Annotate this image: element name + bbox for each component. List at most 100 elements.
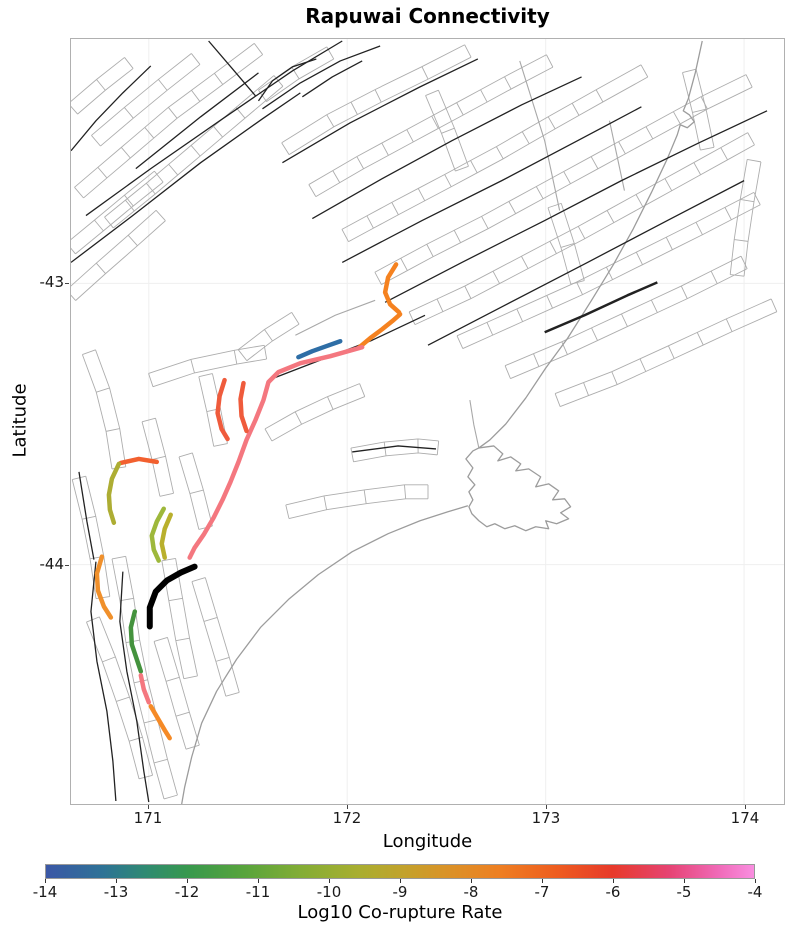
fault-sections-gray: [86, 616, 153, 780]
fault-sections-gray: [153, 637, 200, 750]
fault-sections-gray: [71, 475, 111, 599]
fault-sections-gray: [71, 209, 166, 301]
corupture-segment-pink-south-small: [138, 673, 152, 705]
fault-sections-gray: [148, 344, 268, 388]
x-axis-label: Longitude: [382, 831, 473, 852]
fault-line-gray: [295, 299, 376, 336]
colorbar-tick-label: -13: [103, 883, 129, 901]
fault-trace-black: [257, 58, 317, 102]
colorbar-tick-label: -14: [32, 883, 58, 901]
coastline: [478, 40, 703, 449]
colorbar-tick-mark: [45, 879, 46, 883]
fault-sections-gray: [264, 383, 366, 442]
fault-sections-gray: [308, 54, 554, 198]
fault-sections-gray: [408, 132, 755, 326]
fault-sections-gray: [341, 64, 649, 243]
fault-sections-gray: [74, 43, 264, 199]
colorbar-label: Log10 Co-rupture Rate: [297, 902, 503, 923]
fault-trace-black: [71, 65, 152, 152]
y-tick-label: -44: [39, 555, 65, 573]
fault-sections-gray: [281, 44, 472, 156]
corupture-segment-olive-west: [106, 461, 122, 525]
colorbar-tick-mark: [613, 879, 614, 883]
corupture-segment-long-salmon-main: [187, 344, 365, 560]
x-tick-mark: [148, 805, 149, 809]
fault-sections-gray: [682, 68, 715, 151]
colorbar-tick-mark: [684, 879, 685, 883]
corupture-segment-orange-south-tail: [148, 704, 172, 741]
coastline: [181, 505, 469, 804]
fault-trace-black: [85, 40, 343, 217]
map-svg: [71, 39, 784, 804]
colorbar-tick-mark: [400, 879, 401, 883]
fault-sections-gray: [554, 298, 778, 407]
fault-trace-black: [352, 445, 437, 453]
fault-sections-gray: [161, 557, 198, 680]
fault-sections-gray: [198, 373, 228, 447]
y-tick-mark: [65, 565, 69, 566]
fault-sections-gray: [104, 75, 284, 229]
colorbar-tick-label: -8: [463, 883, 479, 901]
colorbar-tick-label: -11: [245, 883, 271, 901]
y-tick-label: -43: [39, 273, 65, 291]
fault-trace-black: [301, 60, 363, 98]
colorbar-tick-label: -4: [747, 883, 763, 901]
corupture-segment-blue-northeast: [296, 338, 343, 360]
fault-trace-black: [262, 45, 381, 110]
fault-line-gray: [469, 399, 480, 449]
fault-trace-black: [71, 92, 301, 263]
colorbar-tick-mark: [542, 879, 543, 883]
corupture-segment-olive-center: [159, 512, 173, 560]
fault-sections-gray: [178, 452, 213, 530]
corupture-segment-red-left-link: [118, 456, 160, 466]
x-tick-label: 172: [332, 809, 362, 827]
fault-trace-black: [90, 561, 117, 802]
colorbar-tick-label: -6: [605, 883, 621, 901]
fault-sections-gray: [191, 577, 240, 697]
fault-sections-gray: [504, 255, 748, 379]
fault-trace-black: [544, 281, 658, 334]
fault-trace-black: [384, 110, 768, 303]
fault-trace-black: [135, 72, 259, 170]
fault-trace-black: [282, 58, 479, 164]
chart-title: Rapuwai Connectivity: [305, 4, 550, 28]
fault-trace-black: [78, 471, 95, 560]
corupture-segment-green-south: [128, 609, 144, 674]
x-tick-mark: [745, 805, 746, 809]
fault-sections-gray: [350, 438, 440, 463]
fault-trace-black: [208, 40, 256, 97]
x-tick-mark: [347, 805, 348, 809]
x-tick-label: 173: [531, 809, 561, 827]
colorbar-tick-mark: [755, 879, 756, 883]
colorbar-tick-label: -5: [676, 883, 692, 901]
colorbar-tick-mark: [187, 879, 188, 883]
fault-trace-black: [312, 76, 582, 220]
colorbar-tick-label: -12: [174, 883, 200, 901]
fault-sections-gray: [81, 349, 127, 470]
fault-sections-gray: [91, 53, 201, 147]
colorbar-tick-label: -10: [316, 883, 342, 901]
fault-sections-gray: [258, 46, 335, 102]
x-tick-label: 174: [730, 809, 760, 827]
fault-sections-gray: [729, 159, 762, 277]
y-axis-label: Latitude: [9, 383, 31, 458]
source-fault-rapuwai: [146, 563, 198, 630]
fault-sections-gray: [71, 170, 164, 255]
fault-line-gray: [519, 60, 561, 211]
map-plot: [70, 38, 785, 805]
fault-sections-gray: [285, 484, 429, 519]
fault-sections-gray: [547, 202, 585, 285]
fault-line-gray: [608, 120, 625, 191]
fault-trace-black: [427, 180, 745, 346]
fault-sections-gray: [141, 417, 174, 497]
fault-sections-gray: [456, 191, 761, 349]
fault-sections-gray: [425, 89, 469, 172]
colorbar-tick-mark: [329, 879, 330, 883]
fault-trace-black: [341, 106, 642, 263]
fault-sections-gray: [374, 74, 753, 285]
corupture-segment-red-curve-east: [238, 380, 249, 434]
colorbar-tick-mark: [116, 879, 117, 883]
colorbar-tick-label: -7: [534, 883, 550, 901]
colorbar: [45, 864, 755, 879]
